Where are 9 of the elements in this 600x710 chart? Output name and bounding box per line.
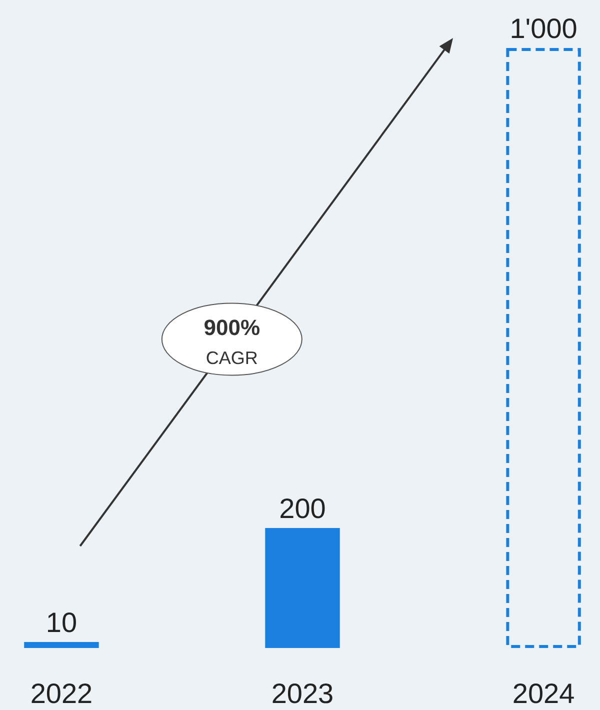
x-tick-label: 2023	[271, 678, 334, 709]
annotation: 900%	[204, 315, 260, 340]
data-label: 10	[46, 607, 78, 638]
oval-callout: 900% CAGR	[161, 302, 302, 376]
data-label: 1'000	[510, 13, 578, 44]
x-tick-label: 2024	[512, 678, 575, 709]
x-tick-label: 2022	[30, 678, 93, 709]
annotation: CAGR	[206, 348, 258, 368]
data-label: 200	[279, 493, 326, 524]
